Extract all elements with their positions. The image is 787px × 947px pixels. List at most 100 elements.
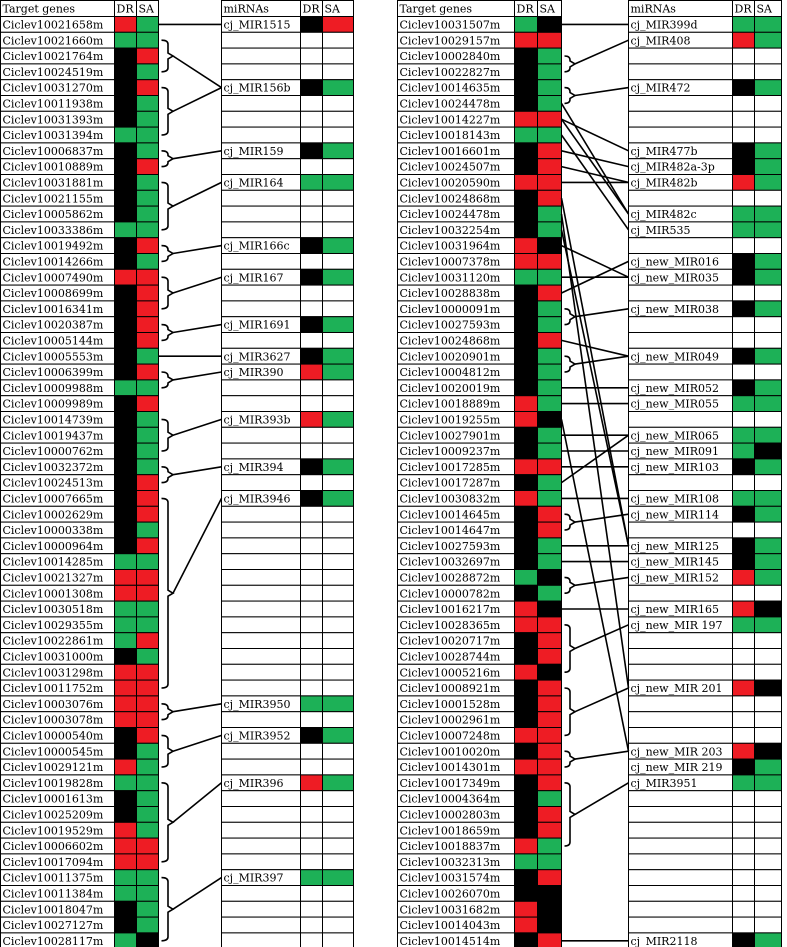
gene-dr-cell — [514, 916, 538, 934]
gene-dr-cell — [114, 648, 137, 665]
gene-dr-cell — [514, 869, 538, 887]
mirna-sa-cell — [322, 600, 354, 618]
gene-sa-cell — [136, 126, 159, 144]
gene-name: Ciclev10029355m — [3, 619, 104, 632]
gene-sa-cell — [136, 885, 159, 902]
mirna-empty-row — [628, 47, 782, 65]
gene-dr-cell — [114, 521, 137, 539]
gene-row: Ciclev10000540m — [0, 727, 159, 744]
mirna-dr-cell — [300, 774, 323, 792]
mirna-empty-row — [221, 47, 354, 65]
mirna-empty-row — [628, 110, 782, 128]
gene-sa-cell — [537, 474, 562, 492]
mirna-name-cell — [221, 663, 301, 681]
mirna-name-cell — [221, 790, 301, 808]
connector-line — [574, 576, 629, 587]
mirna-sa-cell — [322, 648, 354, 665]
mirna-name-cell — [221, 806, 301, 823]
gene-dr-cell — [114, 205, 137, 223]
mirna-dr-cell — [732, 663, 755, 681]
gene-row: Ciclev10024513m — [0, 474, 159, 492]
gene-name: Ciclev10021658m — [3, 19, 104, 32]
gene-sa-cell — [537, 426, 562, 444]
gene-row: Ciclev10005144m — [0, 332, 159, 349]
gene-dr-cell — [114, 853, 137, 871]
gene-dr-cell — [514, 174, 538, 191]
gene-name: Ciclev10024478m — [400, 98, 501, 111]
dr-header: DR — [117, 3, 135, 16]
mirna-row: cj_MIR477b — [628, 142, 782, 160]
gene-name: Ciclev10014645m — [400, 508, 501, 521]
gene-sa-cell — [136, 395, 159, 413]
gene-name: Ciclev10014647m — [400, 524, 501, 537]
gene-dr-cell — [514, 774, 538, 792]
mirna-dr-cell — [300, 569, 323, 586]
gene-sa-cell — [537, 221, 562, 239]
gene-sa-cell — [537, 932, 562, 947]
mirna-sa-cell — [322, 79, 354, 96]
gene-sa-cell — [136, 158, 159, 175]
mirna-dr-cell — [732, 110, 755, 128]
gene-group-bracket — [161, 876, 175, 942]
mirna-dr-cell — [732, 679, 755, 697]
mirna-name-cell — [628, 189, 733, 207]
gene-sa-cell — [537, 742, 562, 760]
mirna-sa-cell — [322, 221, 354, 239]
gene-row: Ciclev10021155m — [0, 189, 159, 207]
mirna-empty-row — [628, 648, 782, 665]
connector-line — [561, 244, 629, 278]
mirna-sa-cell — [322, 821, 354, 839]
gene-sa-cell — [136, 284, 159, 302]
gene-dr-cell — [114, 584, 137, 602]
connector-line — [561, 118, 629, 152]
mirna-empty-row — [221, 31, 354, 49]
mirna-name: cj_new_MIR165 — [631, 603, 719, 616]
mirna-dr-cell — [300, 442, 323, 460]
gene-row: Ciclev10018837m — [397, 837, 562, 855]
gene-row: Ciclev10032254m — [397, 221, 562, 239]
gene-name: Ciclev10005216m — [400, 666, 501, 679]
gene-row: Ciclev10029157m — [397, 31, 562, 49]
gene-dr-cell — [514, 332, 538, 349]
right-panel: Target genes DR SA miRNAs DR SA Ciclev10031507… — [397, 0, 782, 947]
left-panel: Target genes DR SA miRNAs DR SA Ciclev10021658… — [0, 0, 354, 947]
gene-row: Ciclev10031270m — [0, 79, 159, 96]
mirna-sa-cell — [322, 474, 354, 492]
mirna-name: cj_MIR472 — [631, 82, 691, 95]
mirna-name-cell — [221, 63, 301, 81]
gene-dr-cell — [114, 663, 137, 681]
gene-dr-cell — [114, 821, 137, 839]
mirna-row: cj_MIR1515 — [221, 16, 354, 33]
mirna-dr-cell — [300, 727, 323, 744]
mirna-sa-cell — [754, 490, 782, 507]
mirna-dr-cell — [732, 221, 755, 239]
gene-row: Ciclev10031393m — [0, 110, 159, 128]
mirna-empty-row — [221, 806, 354, 823]
mirna-dr-cell — [732, 837, 755, 855]
gene-dr-cell — [514, 521, 538, 539]
gene-dr-cell — [114, 505, 137, 523]
mirna-name-cell — [221, 821, 301, 839]
gene-sa-cell — [136, 205, 159, 223]
gene-sa-cell — [136, 332, 159, 349]
mirna-name-cell — [628, 648, 733, 665]
mirna-empty-row — [628, 126, 782, 144]
gene-dr-cell — [514, 284, 538, 302]
mirna-row: cj_MIR394 — [221, 458, 354, 476]
mirna-sa-cell — [322, 442, 354, 460]
gene-row: Ciclev10024478m — [397, 95, 562, 112]
connector-group — [560, 23, 630, 942]
mirna-name: cj_MIR156b — [224, 82, 291, 95]
gene-group-bracket — [161, 244, 175, 263]
gene-row: Ciclev10028365m — [397, 616, 562, 634]
gene-row: Ciclev10024868m — [397, 189, 562, 207]
mirna-dr-cell — [300, 411, 323, 428]
mirna-dr-cell — [300, 616, 323, 634]
gene-sa-cell — [136, 16, 159, 33]
mirna-name-cell — [221, 47, 301, 65]
mirna-sa-cell — [322, 268, 354, 286]
mirna-dr-cell — [732, 379, 755, 397]
gene-dr-cell — [514, 379, 538, 397]
mirna-sa-cell — [754, 47, 782, 65]
